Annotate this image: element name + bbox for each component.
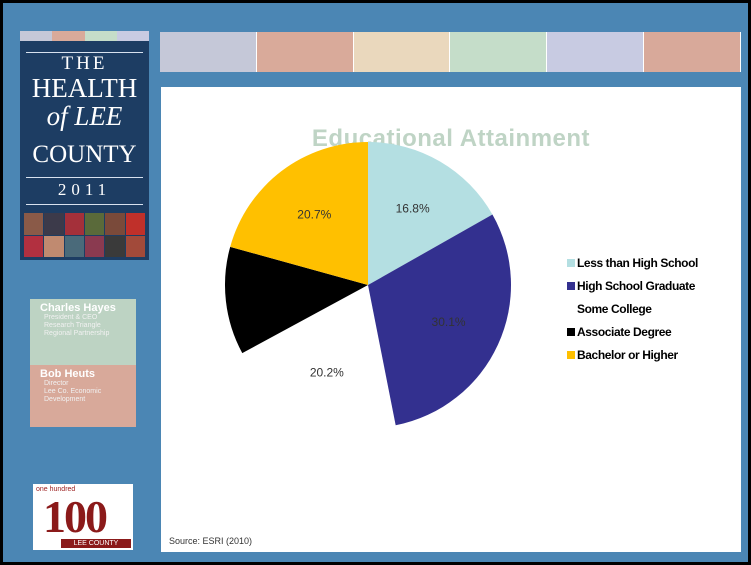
legend-label: High School Graduate <box>577 278 696 293</box>
nav-tab-strip <box>160 32 741 72</box>
source-note: Source: ESRI (2010) <box>169 536 253 546</box>
logo-subtext: LEE COUNTY <box>61 539 131 548</box>
cover-photo-collage <box>24 213 145 257</box>
speaker-role: Lee Co. Economic <box>44 388 102 395</box>
legend-swatch <box>567 281 575 290</box>
nav-tab-3[interactable] <box>353 32 451 72</box>
cover-title-line1: THE <box>61 53 108 74</box>
legend-item: High School Graduate <box>567 274 698 297</box>
cover-color-strip <box>20 31 149 41</box>
speaker-card: Charles Hayes President & CEO Research T… <box>30 299 136 365</box>
speaker-role: Regional Partnership <box>44 330 110 337</box>
speaker-role: Director <box>44 380 69 387</box>
pie-slice <box>368 214 511 426</box>
legend-label: Less than High School <box>577 255 698 270</box>
chart-legend: Less than High School High School Graduat… <box>567 251 698 366</box>
pie-chart: 16.8% 30.1% 20.2% 20.7% <box>225 142 511 436</box>
legend-swatch <box>567 350 575 359</box>
cover-title-line4: COUNTY <box>32 141 137 168</box>
legend-item: Less than High School <box>567 251 698 274</box>
logo-small-text: one hundred <box>36 486 76 493</box>
legend-label: Associate Degree <box>577 324 672 339</box>
pie-slice <box>230 142 368 285</box>
speaker-card: Bob Heuts Director Lee Co. Economic Deve… <box>30 365 136 427</box>
pie-data-label: 20.7% <box>297 207 331 221</box>
pie-slice <box>368 142 493 285</box>
committee-100-logo: one hundred 100 LEE COUNTY <box>33 484 133 550</box>
speaker-role: Development <box>44 396 86 403</box>
legend-swatch <box>567 327 575 336</box>
speaker-role: President & CEO <box>44 314 98 321</box>
nav-tab-6[interactable] <box>644 32 741 72</box>
legend-label: Some College <box>577 301 652 316</box>
legend-swatch <box>567 258 575 267</box>
pie-slice <box>225 246 368 354</box>
legend-label: Bachelor or Higher <box>577 347 678 362</box>
logo-number: 100 <box>43 491 108 542</box>
nav-tab-4[interactable] <box>450 32 548 72</box>
legend-item: Associate Degree <box>567 320 698 343</box>
legend-item: Some College <box>567 297 698 320</box>
speaker-name: Bob Heuts <box>40 368 95 380</box>
pie-slice <box>238 292 393 436</box>
chart-panel: Educational Attainment 16.8% 30.1% 20.2% 20… <box>161 87 741 552</box>
pie-data-label: 16.8% <box>396 201 430 215</box>
pie-data-label: 20.2% <box>310 365 344 379</box>
legend-item: Bachelor or Higher <box>567 343 698 366</box>
cover-title-line3: of LEE <box>46 101 123 131</box>
cover-year: 2011 <box>57 180 112 199</box>
pie-data-label: 30.1% <box>432 315 466 329</box>
nav-tab-2[interactable] <box>256 32 354 72</box>
nav-tab-1[interactable] <box>160 32 257 72</box>
cover-title-line2: HEALTH <box>31 73 138 103</box>
speaker-name: Charles Hayes <box>40 302 116 314</box>
speaker-role: Research Triangle <box>44 322 101 329</box>
legend-swatch <box>567 304 575 313</box>
report-cover: THE HEALTH of LEE COUNTY 2011 <box>20 31 149 260</box>
nav-tab-5[interactable] <box>547 32 645 72</box>
